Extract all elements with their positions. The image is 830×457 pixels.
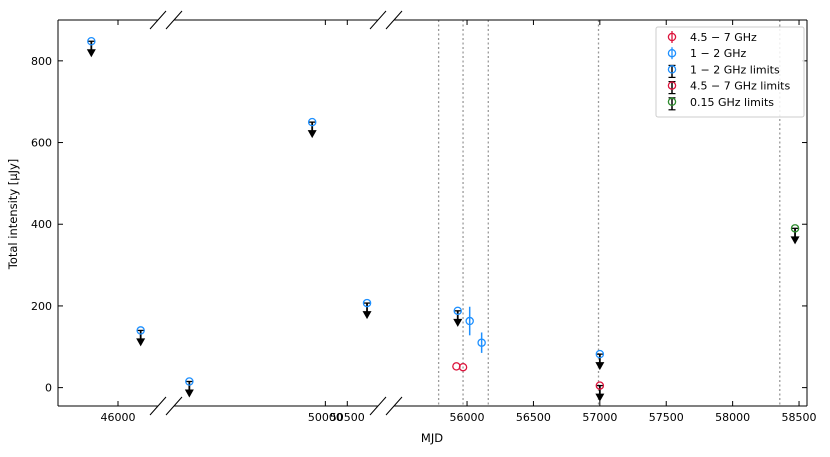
legend-box — [655, 26, 805, 118]
upper-limit-arrow-head — [790, 236, 800, 245]
y-tick-label: 400 — [31, 218, 52, 231]
x-tick-label: 57000 — [582, 411, 617, 424]
upper-limit-arrow-head — [86, 49, 96, 58]
series — [452, 362, 468, 372]
legend-label: 4.5 − 7 GHz limits — [690, 80, 790, 93]
legend-entry: 1 − 2 GHz — [667, 47, 746, 60]
legend-marker — [667, 65, 677, 74]
legend-entry: 1 − 2 GHz limits — [667, 63, 780, 79]
legend-marker — [667, 81, 677, 90]
legend-marker — [667, 48, 677, 58]
axis-break-mark — [165, 396, 183, 416]
y-axis-title: Total intensity [μJy] — [6, 159, 20, 271]
data-marks — [86, 36, 800, 402]
axis-break-mark — [369, 10, 387, 30]
x-tick-label: 58500 — [782, 411, 817, 424]
y-tick-label: 200 — [31, 300, 52, 313]
y-tick-label: 0 — [45, 382, 52, 395]
axis-break-mark — [385, 396, 403, 416]
axis-break-mark — [149, 396, 167, 416]
upper-limit-arrow-head — [595, 362, 605, 371]
axis-break-mark — [369, 396, 387, 416]
limit-point — [595, 381, 605, 390]
limit-point — [362, 298, 372, 308]
x-axis-title: MJD — [421, 431, 443, 445]
limit-point — [453, 306, 462, 316]
axis-break-mark — [165, 10, 183, 30]
x-tick-label: 56000 — [450, 411, 485, 424]
legend-marker — [667, 97, 677, 107]
legend-label: 0.15 GHz limits — [690, 96, 774, 109]
series — [465, 306, 486, 353]
axis-break-mark — [149, 10, 167, 30]
y-tick-label: 600 — [31, 137, 52, 150]
series — [86, 36, 605, 398]
x-tick-label: 56500 — [516, 411, 551, 424]
upper-limit-arrow-head — [453, 318, 463, 327]
limit-point — [136, 326, 145, 335]
x-tick-label: 57500 — [649, 411, 684, 424]
upper-limit-arrow-head — [595, 393, 605, 402]
limit-point — [185, 377, 194, 386]
legend-label: 1 − 2 GHz — [690, 47, 746, 60]
limit-point — [87, 36, 96, 46]
limit-point — [595, 349, 605, 359]
x-tick-label: 50000 — [308, 411, 343, 424]
limit-point — [307, 117, 317, 127]
legend-entry: 4.5 − 7 GHz — [667, 31, 757, 44]
series — [595, 381, 605, 402]
x-tick-label: 58000 — [715, 411, 750, 424]
x-tick-label: 50500 — [330, 411, 365, 424]
x-tick-label: 46000 — [101, 411, 136, 424]
legend-entry: 4.5 − 7 GHz limits — [667, 80, 790, 95]
upper-limit-arrow-head — [362, 311, 372, 320]
upper-limit-arrow-head — [307, 130, 317, 139]
axis-break-mark — [385, 10, 403, 30]
legend-marker — [667, 32, 677, 42]
upper-limit-arrow-head — [184, 389, 194, 398]
legend-label: 4.5 − 7 GHz — [690, 31, 757, 44]
legend-label: 1 − 2 GHz limits — [690, 63, 780, 76]
y-tick-label: 800 — [31, 55, 52, 68]
upper-limit-arrow-head — [136, 338, 146, 347]
legend: 4.5 − 7 GHz 1 − 2 GHz 1 − 2 GHz limits 4.5 … — [655, 26, 805, 118]
data-point — [465, 316, 474, 326]
legend-entry: 0.15 GHz limits — [667, 96, 774, 111]
data-point — [477, 338, 486, 347]
data-point — [458, 362, 468, 372]
series — [790, 224, 800, 245]
limit-point — [790, 224, 800, 233]
